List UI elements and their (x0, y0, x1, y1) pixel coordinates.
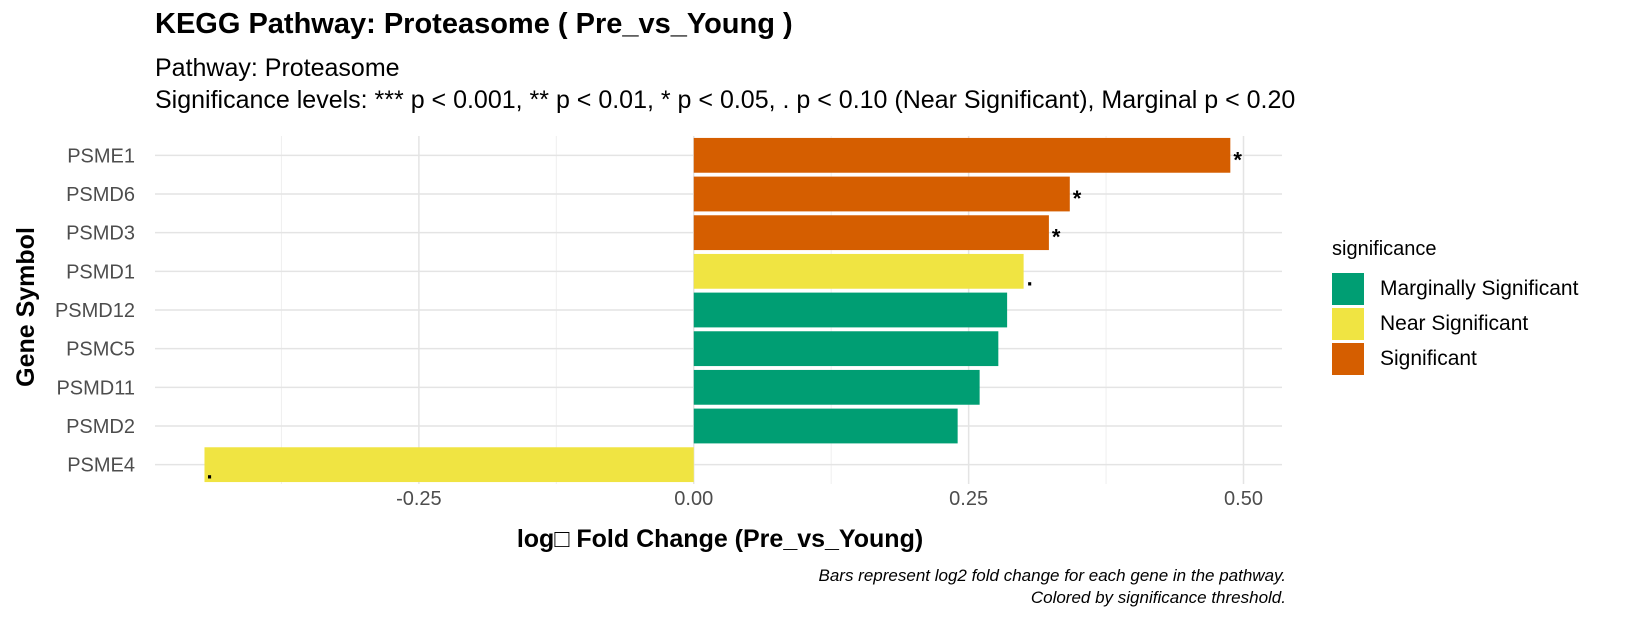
significance-marker-psmd6: * (1073, 186, 1082, 211)
y-tick-label: PSMD2 (66, 416, 135, 438)
chart-caption: Bars represent log2 fold change for each… (819, 565, 1287, 609)
bars-layer (204, 137, 1231, 483)
chart-subtitle-significance: Significance levels: *** p < 0.001, ** p… (155, 86, 1296, 114)
chart-subtitle-pathway: Pathway: Proteasome (155, 54, 400, 82)
bar-psmd1 (693, 253, 1024, 289)
y-tick-label: PSMD1 (66, 261, 135, 283)
y-tick-label: PSMD6 (66, 184, 135, 206)
legend-label: Significant (1380, 346, 1477, 370)
legend-swatch-near-significant (1332, 307, 1364, 340)
significance-marker-psmd1: . (1027, 265, 1033, 290)
legend-item-significant: Significant (1332, 341, 1578, 376)
y-axis-title: Gene Symbol (12, 227, 40, 387)
bar-psmc5 (693, 331, 999, 367)
y-tick-label: PSMD12 (55, 300, 135, 322)
legend-label: Marginally Significant (1380, 276, 1579, 300)
y-tick-label: PSMD11 (56, 377, 135, 399)
bar-psmd12 (693, 292, 1008, 328)
x-tick-label: 0.00 (674, 488, 713, 510)
axis-layer: PSME1 PSMD6 PSMD3 PSMD1 PSMD12 PSMC5 PSMD11 PSM… (55, 145, 1263, 510)
significance-marker-psmd3: * (1052, 225, 1061, 250)
bar-psmd6 (693, 176, 1070, 212)
y-tick-label: PSMC5 (66, 339, 135, 361)
legend-label: Near Significant (1380, 311, 1529, 335)
chart-title: KEGG Pathway: Proteasome ( Pre_vs_Young … (155, 8, 793, 40)
y-tick-label: PSME1 (67, 145, 135, 167)
labels-layer: * * *.. (206, 147, 1242, 483)
caption-line-1: Bars represent log2 fold change for each… (818, 566, 1287, 585)
x-axis-title: log□ Fold Change (Pre_vs_Young) (517, 525, 923, 553)
y-tick-label: PSMD3 (66, 223, 135, 245)
bar-psme1 (693, 137, 1231, 173)
legend-swatch-marginally-significant (1332, 272, 1364, 305)
x-tick-label: -0.25 (396, 488, 442, 510)
significance-marker-psme4: . (206, 459, 212, 484)
legend-swatch-significant (1332, 342, 1364, 375)
x-tick-label: 0.25 (949, 488, 988, 510)
caption-line-2: Colored by significance threshold. (1030, 588, 1286, 607)
bar-psmd3 (693, 215, 1049, 251)
legend: significance Marginally Significant Near… (1332, 238, 1578, 376)
x-tick-label: 0.50 (1224, 488, 1263, 510)
legend-item-marginally-significant: Marginally Significant (1332, 271, 1578, 306)
y-tick-label: PSME4 (67, 455, 135, 477)
legend-item-near-significant: Near Significant (1332, 306, 1578, 341)
bar-psmd11 (693, 369, 980, 405)
bar-psme4 (204, 447, 694, 483)
significance-marker-psme1: * (1233, 147, 1242, 172)
legend-title: significance (1332, 238, 1437, 260)
bar-psmd2 (693, 408, 958, 444)
